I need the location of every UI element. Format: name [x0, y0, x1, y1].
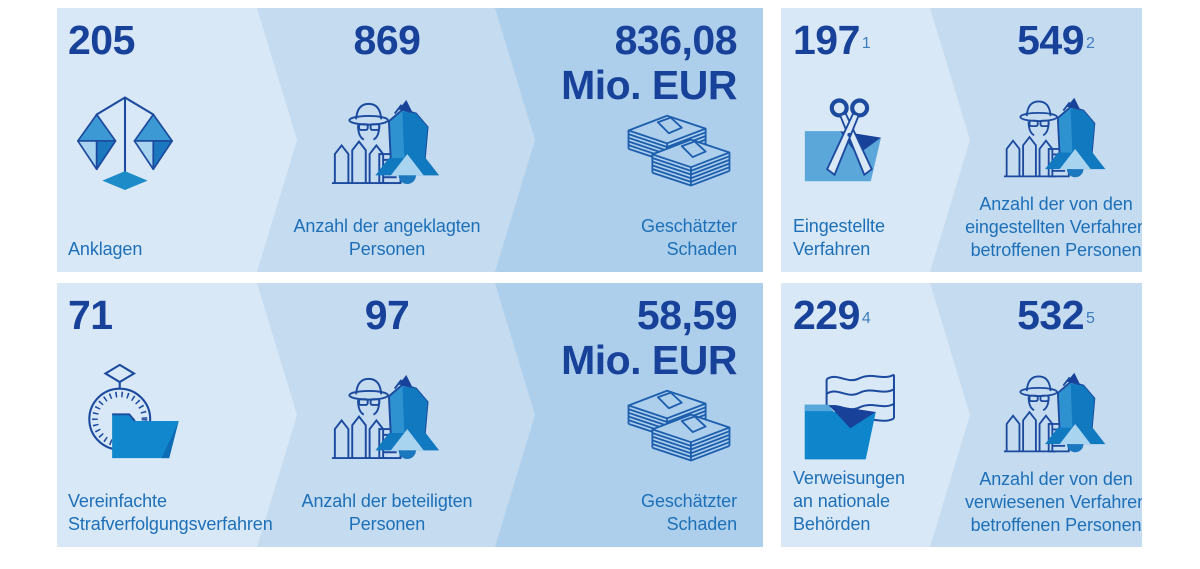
stat-value: 197 1	[793, 18, 871, 63]
stat-angeklagte-personen: 869	[267, 8, 507, 272]
value-unit: Mio. EUR	[561, 337, 737, 383]
stat-value: 71	[68, 293, 113, 338]
value-text: 869	[353, 17, 421, 63]
panel-anklagen: 205 Anklagen 869	[57, 8, 763, 272]
stat-verweisungen: 229 4 Verweisungen an nationale Behörden	[793, 283, 953, 547]
stat-label: Eingestellte Verfahren	[793, 216, 885, 259]
value-text: 549	[1017, 17, 1085, 63]
stat-value: 229 4	[793, 293, 871, 338]
flag-folder-icon	[804, 373, 895, 460]
stat-value: 205	[68, 18, 135, 63]
stat-value: 549 2	[1017, 18, 1095, 63]
value-text: 58,59	[636, 292, 738, 338]
value-text: 71	[68, 292, 113, 338]
stat-label: Anzahl der von den verwiesenen Verfahren…	[964, 469, 1142, 535]
value-unit: Mio. EUR	[561, 62, 737, 108]
banknotes-icon	[627, 114, 731, 188]
stat-betroffene-personen: 532 5	[946, 283, 1142, 547]
stat-value: 532 5	[1017, 293, 1095, 338]
footnote-marker: 1	[861, 35, 871, 52]
stat-value: 97	[365, 293, 410, 338]
footnote-marker: 4	[861, 310, 871, 327]
stat-label: Verweisungen an nationale Behörden	[793, 468, 905, 534]
value-text: 205	[68, 17, 135, 63]
stat-value: 58,59 Mio. EUR	[561, 293, 737, 383]
value-text: 532	[1017, 292, 1085, 338]
stat-label: Anzahl der von den eingestellten Verfahr…	[965, 194, 1142, 260]
fraudster-icon	[1003, 97, 1106, 178]
stat-label: Geschätzter Schaden	[641, 216, 737, 259]
fraudster-icon	[331, 375, 440, 460]
footnote-marker: 2	[1086, 35, 1095, 52]
stat-betroffene-personen: 549 2	[946, 8, 1142, 272]
stat-geschaetzter-schaden: 836,08 Mio. EUR Geschätzter Sc	[505, 8, 737, 272]
banknotes-icon	[627, 389, 731, 463]
stat-eingestellte-verfahren: 197 1 Eingestellte Verfahren	[793, 8, 953, 272]
value-text: 97	[364, 292, 410, 338]
stat-geschaetzter-schaden: 58,59 Mio. EUR Geschätzter Sch	[505, 283, 737, 547]
stat-label: Anklagen	[68, 239, 143, 259]
value-text: 229	[793, 292, 860, 338]
folder-scissors-icon	[804, 98, 881, 182]
stat-anklagen: 205 Anklagen	[68, 8, 278, 272]
stat-label: Anzahl der angeklagten Personen	[293, 216, 481, 259]
panel-vereinfachte-verfahren: 71 Vereinfachte Strafverfolgungsverfahre…	[57, 283, 763, 547]
stat-vereinfachte-verfahren: 71 Vereinfachte Strafverfolgungsverfahre…	[68, 283, 283, 547]
footnote-marker: 5	[1086, 310, 1095, 327]
panel-verweisungen: 229 4 Verweisungen an nationale Behörden …	[781, 283, 1142, 547]
value-text: 836,08	[614, 17, 738, 63]
stat-label: Anzahl der beteiligten Personen	[301, 491, 473, 534]
stat-label: Geschätzter Schaden	[641, 491, 737, 534]
fraudster-icon	[331, 100, 440, 185]
panel-eingestellte-verfahren: 197 1 Eingestellte Verfahren 549 2	[781, 8, 1142, 272]
stat-value: 836,08 Mio. EUR	[561, 18, 737, 108]
stat-value: 869	[354, 18, 421, 63]
fraudster-icon	[1003, 372, 1106, 453]
value-text: 197	[793, 17, 860, 63]
scales-icon	[76, 96, 174, 190]
stopwatch-folder-icon	[88, 363, 179, 459]
stat-label: Vereinfachte Strafverfolgungsverfahren	[68, 491, 273, 534]
stat-beteiligte-personen: 97 A	[267, 283, 507, 547]
